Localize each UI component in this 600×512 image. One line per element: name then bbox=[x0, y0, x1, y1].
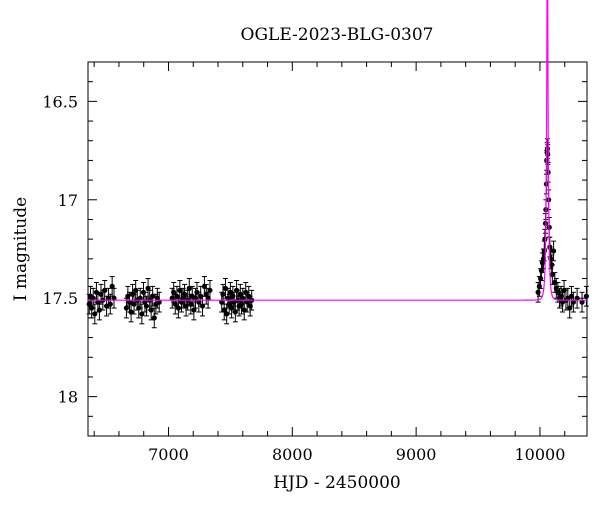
data-point bbox=[583, 285, 589, 307]
chart-title: OGLE-2023-BLG-0307 bbox=[241, 25, 434, 45]
data-point bbox=[87, 285, 94, 307]
y-tick-label: 18 bbox=[58, 388, 78, 407]
data-point bbox=[570, 291, 576, 313]
data-point bbox=[226, 293, 232, 315]
y-tick-label: 17.5 bbox=[42, 289, 78, 308]
data-point bbox=[574, 287, 580, 309]
y-axis-label: I magnitude bbox=[11, 197, 31, 301]
data-point bbox=[150, 285, 156, 307]
x-axis-label: HJD - 2450000 bbox=[273, 473, 401, 493]
x-tick-label: 8000 bbox=[272, 445, 313, 464]
data-point bbox=[186, 278, 192, 299]
data-point bbox=[92, 303, 98, 325]
data-point bbox=[171, 281, 177, 303]
x-tick-label: 9000 bbox=[396, 445, 437, 464]
data-point bbox=[579, 291, 585, 313]
x-tick-label: 10000 bbox=[514, 445, 565, 464]
data-point bbox=[550, 240, 557, 262]
data-point bbox=[196, 291, 202, 313]
data-point bbox=[111, 287, 117, 309]
data-point bbox=[232, 301, 238, 323]
x-tick-labels: 7000 8000 9000 10000 bbox=[148, 445, 565, 464]
x-tick-label: 7000 bbox=[148, 445, 189, 464]
y-tick-labels: 16.5 17 17.5 18 bbox=[42, 92, 78, 406]
data-point bbox=[151, 307, 157, 329]
data-point bbox=[156, 291, 162, 313]
data-point bbox=[139, 303, 145, 325]
y-tick-label: 16.5 bbox=[42, 92, 78, 111]
y-tick-label: 17 bbox=[58, 191, 78, 210]
data-point bbox=[154, 287, 160, 309]
axis-ticks bbox=[88, 62, 587, 437]
model-curve bbox=[88, 0, 587, 301]
plot-frame bbox=[87, 61, 588, 437]
